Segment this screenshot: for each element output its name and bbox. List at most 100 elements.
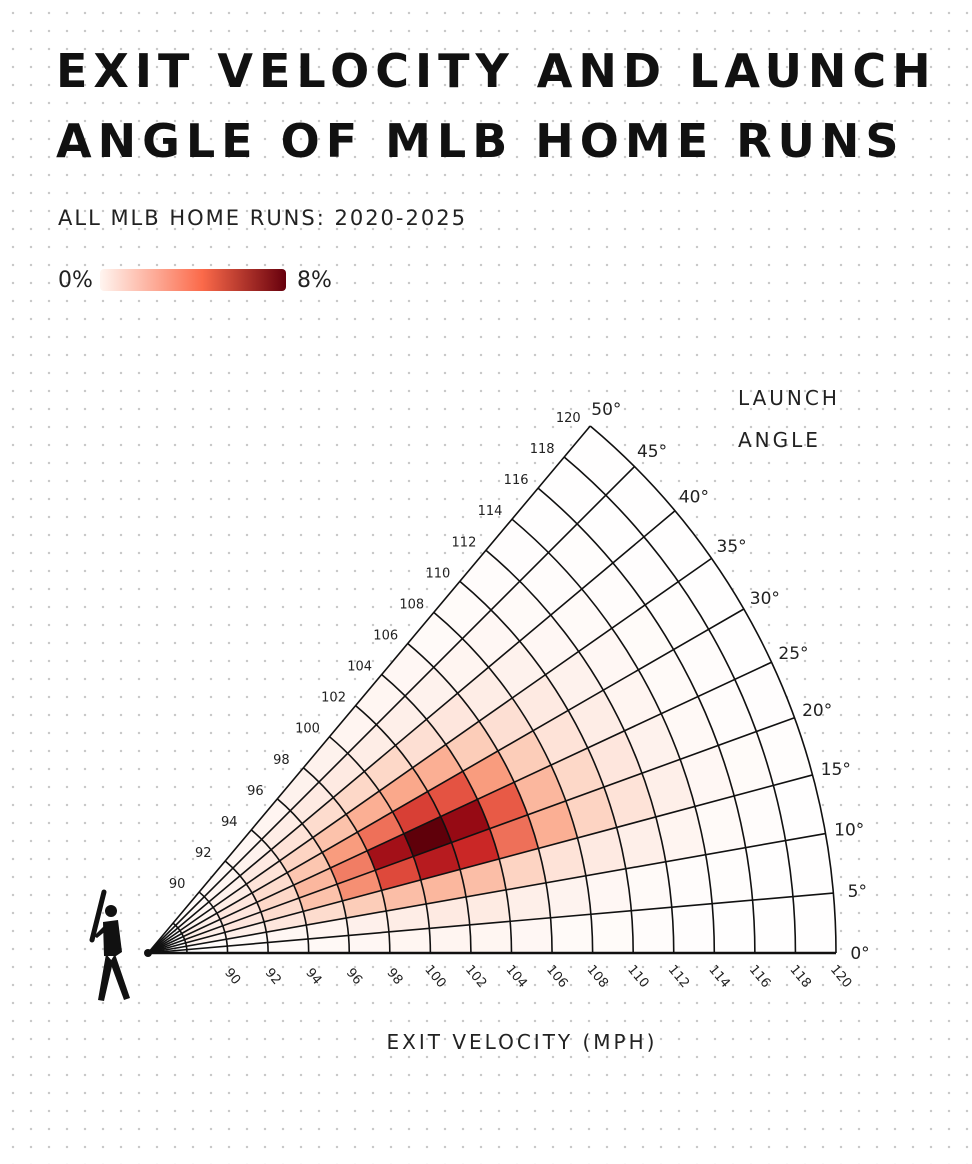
heatmap-cell	[519, 552, 582, 616]
angle-tick-label: 45°	[637, 442, 667, 462]
heatmap-cell	[252, 872, 294, 903]
heatmap-cell	[577, 827, 626, 876]
angle-tick-labels: 0° 5° 10° 15° 20° 25° 30° 35° 40° 45° 50°	[591, 400, 869, 964]
legend-min-label: 0%	[58, 268, 93, 293]
heatmap-cell	[773, 774, 826, 841]
heatmap-cell	[186, 939, 228, 950]
heatmap-cell	[367, 833, 414, 871]
heatmap-cell	[491, 581, 551, 642]
heatmap-cell	[271, 823, 313, 861]
heatmap-cell	[260, 898, 304, 922]
heatmap-cell	[469, 921, 512, 953]
velocity-tick-baseline: 94	[302, 966, 324, 988]
heatmap-cell	[225, 829, 262, 869]
angle-tick-label: 40°	[679, 488, 709, 508]
heatmap-cell	[251, 798, 291, 840]
heatmap-cell	[173, 892, 205, 926]
heatmap-cell	[440, 799, 490, 843]
angle-spoke	[147, 832, 826, 954]
heatmap-cell	[565, 787, 617, 838]
heatmap-cell	[376, 695, 427, 746]
heatmap-cell	[645, 581, 709, 650]
heatmap-cell	[612, 536, 679, 605]
heatmap-cell	[256, 885, 299, 912]
angle-spoke	[147, 892, 834, 954]
heatmap-cell	[545, 875, 591, 918]
heatmap-cell	[581, 562, 646, 629]
velocity-tick-diagonal: 112	[452, 535, 477, 550]
heatmap-cell	[379, 767, 428, 812]
heatmap-cell	[585, 868, 632, 915]
angle-spoke	[147, 557, 713, 954]
heatmap-cell	[290, 782, 334, 824]
heatmap-cell	[302, 797, 347, 838]
heatmap-cell	[756, 717, 813, 786]
velocity-tick-diagonal: 90	[169, 877, 186, 892]
heatmap-cell	[420, 869, 467, 904]
velocity-tick-diagonal: 120	[556, 411, 581, 426]
heatmap-cell	[287, 852, 331, 886]
heatmap-cell	[427, 771, 478, 817]
heatmap-cell	[678, 558, 744, 630]
heatmap-cell	[671, 903, 715, 953]
heatmap-cell	[232, 839, 272, 876]
heatmap-cell	[347, 724, 396, 772]
chart-title: EXIT VELOCITY AND LAUNCH ANGLE OF MLB HO…	[56, 36, 937, 176]
angle-tick-label: 50°	[591, 400, 621, 420]
velocity-tick-diagonal: 94	[221, 815, 238, 830]
heatmap-cell	[318, 753, 365, 798]
heatmap-cell	[346, 911, 389, 936]
angle-spoke	[147, 608, 745, 954]
heatmap-cell	[298, 884, 343, 912]
heatmap-cell	[459, 550, 520, 610]
heatmap-cell	[277, 767, 319, 811]
heatmap-cell	[355, 674, 406, 725]
angle-tick-label: 20°	[802, 701, 832, 721]
heatmap-cell	[181, 913, 221, 937]
heatmap-cell	[624, 713, 681, 774]
heatmap-cell	[538, 457, 606, 524]
angle-spoke	[147, 510, 676, 954]
heatmap-cell	[220, 902, 261, 926]
velocity-tick-diagonal: 104	[347, 660, 372, 675]
heatmap-cell	[199, 860, 233, 897]
velocity-tick-baseline: 92	[262, 966, 284, 988]
heatmap-cell	[222, 911, 265, 933]
velocity-tick-diagonal: 108	[399, 597, 424, 612]
velocity-tick-baseline: 120	[827, 962, 854, 991]
heatmap-cell	[564, 425, 635, 496]
heatmap-cell	[412, 744, 463, 792]
heatmap-cell	[673, 629, 735, 697]
velocity-tick-diagonal: 106	[373, 628, 398, 643]
angle-spoke	[147, 425, 591, 954]
heatmap-cell	[226, 932, 268, 947]
velocity-tick-diagonal: 118	[530, 442, 555, 457]
heatmap-cell	[308, 935, 350, 953]
heatmap-cell	[514, 765, 566, 815]
heatmap-cell	[342, 890, 387, 919]
heatmap-cell	[312, 814, 358, 853]
heatmap-cell	[429, 924, 471, 953]
heatmap-cell	[348, 931, 390, 953]
velocity-tick-diagonal: 116	[504, 473, 529, 488]
heatmap-cell	[213, 884, 253, 914]
heatmap-cell	[665, 854, 713, 908]
angle-tick-label: 15°	[821, 760, 851, 780]
legend-max-label: 8%	[297, 268, 332, 293]
heatmap-cell	[184, 925, 225, 943]
angle-tick-label: 5°	[848, 882, 867, 902]
heatmap-cell	[550, 914, 593, 953]
angle-spoke	[147, 774, 813, 954]
heatmap-cell	[246, 860, 288, 893]
heatmap-cell	[655, 806, 706, 862]
velocity-tick-baseline: 116	[746, 962, 773, 991]
velocity-tick-baseline: 100	[421, 962, 448, 991]
heatmap-cell	[695, 795, 746, 855]
heatmap-cell	[405, 667, 458, 720]
velocity-tick-baseline: 108	[584, 962, 611, 991]
heatmap-cell	[466, 889, 511, 925]
velocity-tick-baseline: 110	[624, 962, 651, 991]
heatmap-cell	[605, 466, 676, 537]
heatmap-cell	[388, 928, 431, 953]
heatmap-cell	[375, 856, 421, 891]
